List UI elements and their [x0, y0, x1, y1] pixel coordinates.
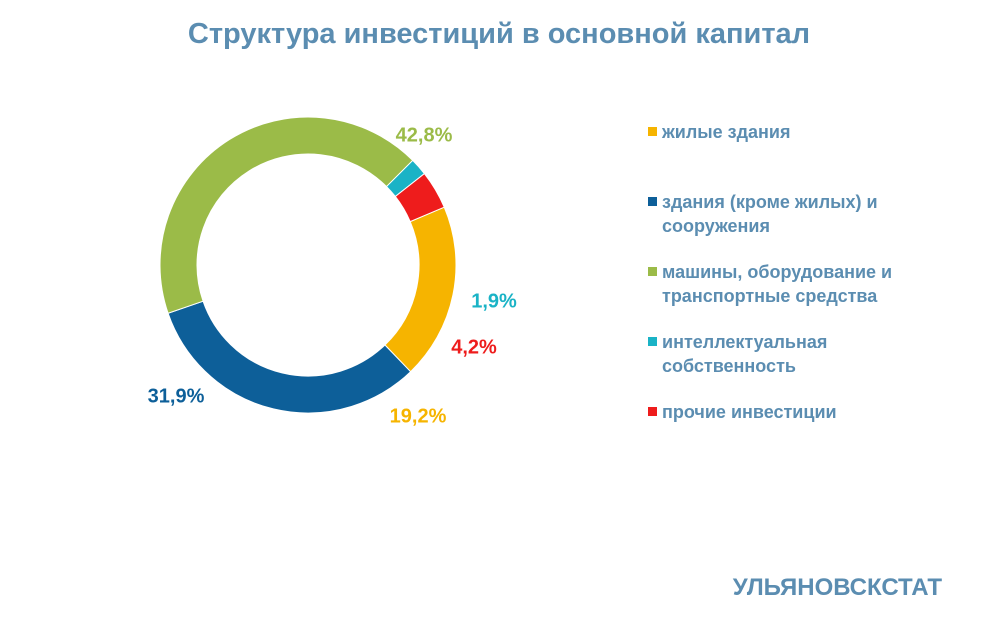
legend-swatch: [648, 407, 657, 416]
donut-slice: [384, 206, 457, 373]
donut-slice: [394, 172, 445, 223]
legend-item: машины, оборудование и транспортные сред…: [648, 260, 962, 308]
chart-legend: жилые здания здания (кроме жилых) и соор…: [648, 120, 948, 424]
legend-label: прочие инвестиции: [662, 402, 837, 422]
donut-data-labels: 19,2% 31,9% 42,8% 1,9% 4,2%: [148, 124, 517, 427]
legend-swatch: [648, 267, 657, 276]
donut-slice: [159, 116, 414, 314]
slice-data-label: 4,2%: [451, 336, 497, 358]
legend-label: здания (кроме жилых) и сооружения: [662, 192, 878, 236]
source-footer: УЛЬЯНОВСКСТАТ: [732, 574, 942, 601]
legend-swatch: [648, 337, 657, 346]
legend-label: жилые здания: [662, 122, 791, 142]
legend-swatch: [648, 127, 657, 136]
donut-slice: [167, 300, 412, 414]
legend-swatch: [648, 197, 657, 206]
chart-title: Структура инвестиций в основной капитал: [187, 18, 811, 50]
legend-item: интеллектуальная собственность: [648, 330, 892, 378]
legend-label: интеллектуальная собственность: [662, 332, 828, 376]
slice-data-label: 31,9%: [148, 385, 205, 407]
slice-data-label: 1,9%: [471, 290, 517, 312]
slice-data-label: 19,2%: [390, 405, 447, 427]
legend-item: жилые здания: [648, 120, 948, 144]
legend-label: машины, оборудование и транспортные сред…: [662, 262, 893, 306]
legend-item: здания (кроме жилых) и сооружения: [648, 190, 932, 238]
donut-slices: [159, 116, 457, 414]
legend-item: прочие инвестиции: [648, 400, 948, 424]
slice-data-label: 42,8%: [396, 124, 453, 146]
